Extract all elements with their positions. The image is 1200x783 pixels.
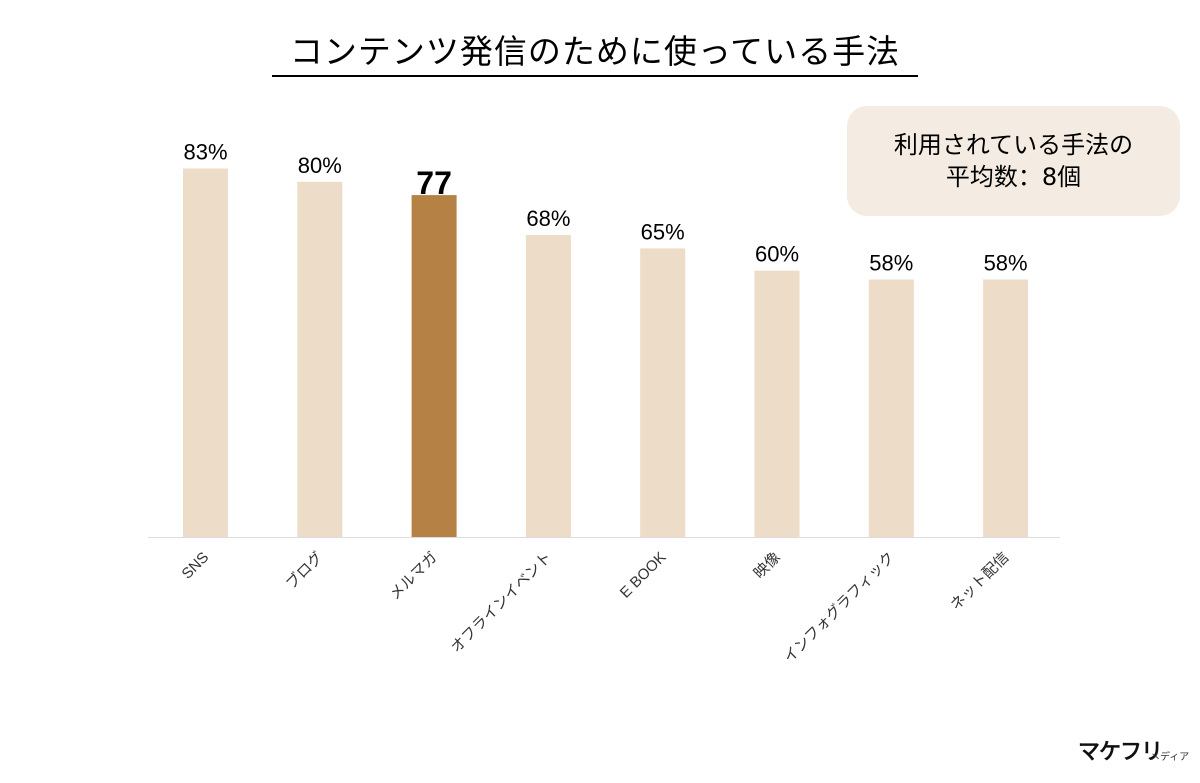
- value-label-3: 68%: [526, 206, 570, 231]
- bar-2: [411, 195, 457, 537]
- bars-group: [183, 168, 1029, 538]
- chart-title: コンテンツ発信のために使っている手法: [289, 32, 901, 71]
- category-label-1: ブログ: [282, 548, 327, 593]
- logo-main-text: マケフリ: [1078, 740, 1163, 765]
- logo-sub-text: メディア: [1150, 752, 1190, 763]
- bar-0: [183, 168, 228, 537]
- category-label-7: ネット配信: [947, 549, 1012, 614]
- category-label-6: インフォグラフィック: [781, 549, 899, 667]
- bar-6: [868, 279, 914, 537]
- average-box-line1: 利用されている手法の: [893, 131, 1134, 159]
- bar-3: [525, 235, 571, 537]
- average-methods-box: 利用されている手法の 平均数：8個: [847, 106, 1180, 216]
- value-label-0: 83%: [183, 140, 227, 165]
- value-labels-group: 83% 80% 77 68% 65% 60% 58% 58%: [183, 140, 1027, 276]
- value-label-6: 58%: [869, 251, 913, 276]
- category-label-2: メルマガ: [386, 549, 440, 603]
- bar-4: [640, 248, 686, 537]
- bar-5: [754, 270, 800, 537]
- bar-7: [983, 279, 1029, 537]
- bar-1: [297, 181, 343, 538]
- brand-logo: マケフリ メディア: [1078, 730, 1190, 770]
- value-label-7: 58%: [984, 251, 1028, 276]
- average-box-line2: 平均数：8個: [945, 163, 1082, 191]
- category-label-5: 映像: [751, 549, 784, 582]
- value-label-1: 80%: [298, 153, 342, 178]
- category-label-3: オフラインイベント: [448, 549, 555, 656]
- title-underline: [272, 75, 918, 77]
- value-label-2: 77: [416, 165, 452, 201]
- category-label-0: SNS: [178, 549, 212, 583]
- value-label-4: 65%: [641, 219, 685, 244]
- category-label-4: E BOOK: [617, 549, 670, 602]
- value-label-5: 60%: [755, 242, 799, 267]
